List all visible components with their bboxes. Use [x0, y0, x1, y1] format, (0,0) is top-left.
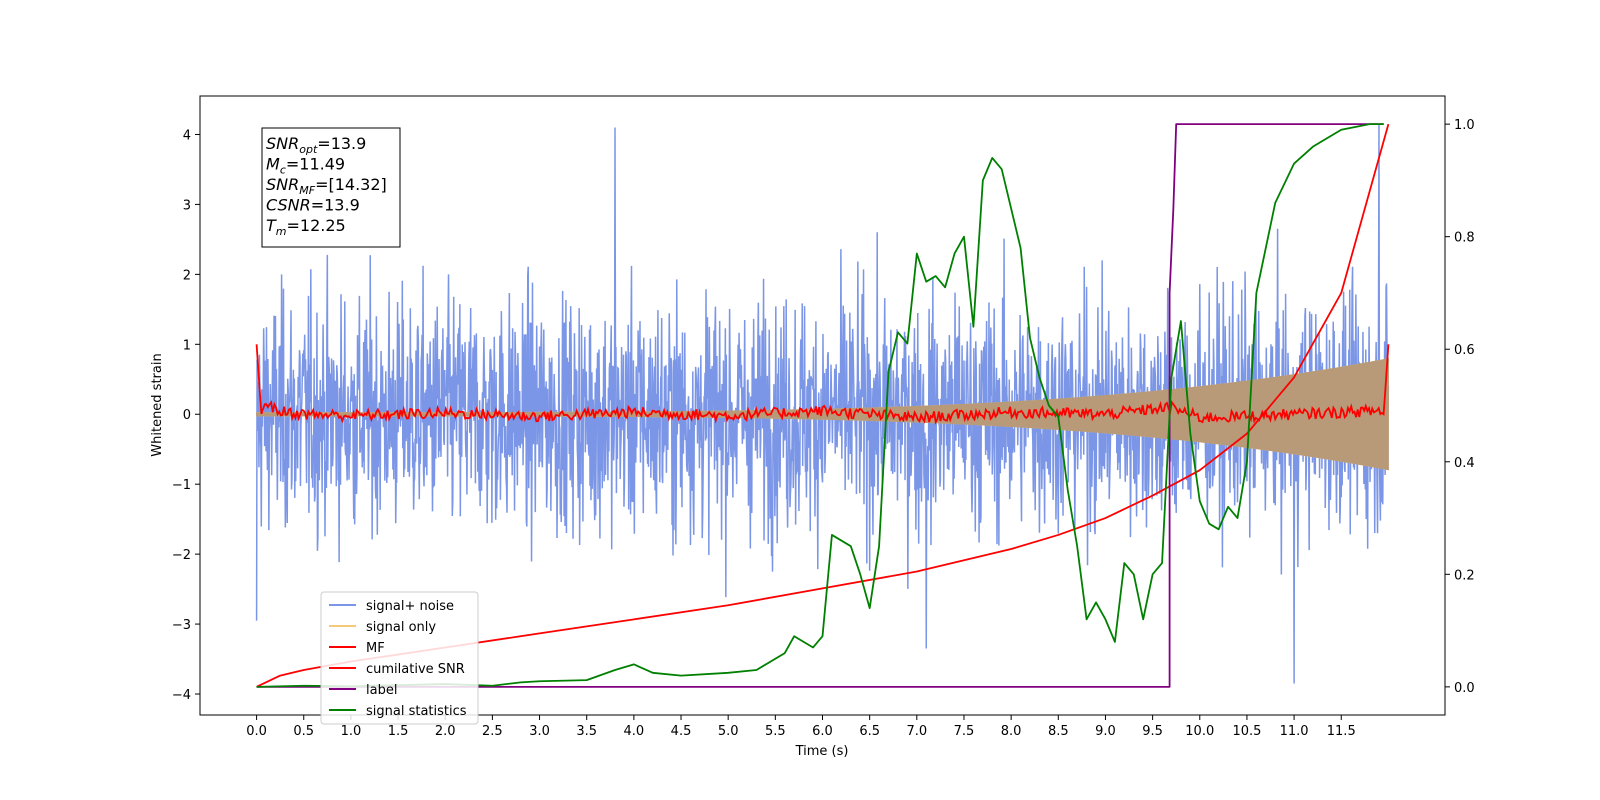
legend-label-signal-statistics: signal statistics: [366, 704, 467, 719]
info-line: CSNR=13.9: [266, 196, 360, 215]
x-tick-label: 7.5: [954, 724, 975, 739]
y-tick-label-left: −4: [172, 688, 191, 703]
y-tick-label-right: 0.4: [1454, 456, 1475, 471]
legend-label-signal-noise: signal+ noise: [366, 599, 454, 614]
y-tick-label-left: 0: [183, 408, 191, 423]
info-box-frame: [261, 127, 401, 248]
legend-label-signal-only: signal only: [366, 620, 436, 635]
y-tick-label-right: 0.6: [1454, 343, 1475, 358]
axes: 0.0 0.5 1.0 1.5 2.0 2.5 3.0 3.5 4.0 4.5 5.0 5.5 6.0 6…: [172, 118, 1475, 739]
legend: signal+ noise signal only MF cumilative SNR…: [320, 591, 479, 725]
y-tick-label-left: −1: [172, 478, 191, 493]
x-tick-label: 11.0: [1280, 724, 1309, 739]
x-tick-label: 0.5: [293, 724, 314, 739]
x-tick-label: 10.0: [1185, 724, 1214, 739]
x-tick-label: 10.5: [1232, 724, 1261, 739]
x-tick-label: 4.5: [671, 724, 692, 739]
series-signal-noise: [255, 123, 1390, 684]
y-tick-label-left: 4: [183, 128, 191, 143]
x-tick-label: 9.0: [1095, 724, 1116, 739]
info-line: Mc=11.49: [266, 155, 345, 177]
x-axis-label: Time (s): [795, 744, 849, 759]
x-tick-label: 5.5: [765, 724, 786, 739]
y-axis-label: Whitened strain: [150, 353, 165, 456]
legend-label-label: label: [366, 683, 397, 698]
info-line: SNRopt=13.9: [266, 134, 366, 156]
info-line: SNRMF=[14.32]: [266, 175, 387, 197]
y-tick-label-left: 3: [183, 198, 191, 213]
x-tick-label: 1.0: [341, 724, 362, 739]
y-tick-label-left: 1: [183, 338, 191, 353]
x-tick-label: 4.0: [624, 724, 645, 739]
series-label: [256, 123, 1384, 688]
x-tick-label: 0.0: [246, 724, 267, 739]
x-tick-label: 11.5: [1327, 724, 1356, 739]
legend-label-cumilative-snr: cumilative SNR: [366, 662, 465, 677]
x-tick-label: 3.5: [576, 724, 597, 739]
x-tick-label: 9.5: [1142, 724, 1163, 739]
info-line: Tm=12.25: [266, 216, 346, 238]
x-tick-label: 6.5: [859, 724, 880, 739]
x-tick-label: 8.5: [1048, 724, 1069, 739]
series-mf: [255, 344, 1390, 425]
x-tick-label: 6.0: [812, 724, 833, 739]
x-tick-label: 7.0: [906, 724, 927, 739]
y-tick-label-right: 0.2: [1454, 568, 1475, 583]
y-tick-label-left: −3: [172, 618, 191, 633]
x-tick-label: 5.0: [718, 724, 739, 739]
x-tick-label: 2.5: [482, 724, 503, 739]
x-tick-label: 8.0: [1001, 724, 1022, 739]
legend-label-mf: MF: [366, 641, 385, 656]
x-tick-label: 3.0: [529, 724, 550, 739]
series-signal-statistics: [256, 123, 1384, 688]
y-tick-label-right: 0.8: [1454, 231, 1475, 246]
y-tick-label-left: 2: [183, 268, 191, 283]
y-tick-label-right: 0.0: [1454, 681, 1475, 696]
x-tick-label: 1.5: [388, 724, 409, 739]
info-box: SNRopt=13.9Mc=11.49SNRMF=[14.32]CSNR=13.…: [261, 127, 401, 248]
x-tick-label: 2.0: [435, 724, 456, 739]
plot-area: [255, 123, 1390, 688]
legend-frame: [320, 591, 479, 725]
y-tick-label-right: 1.0: [1454, 118, 1475, 133]
y-tick-label-left: −2: [172, 548, 191, 563]
